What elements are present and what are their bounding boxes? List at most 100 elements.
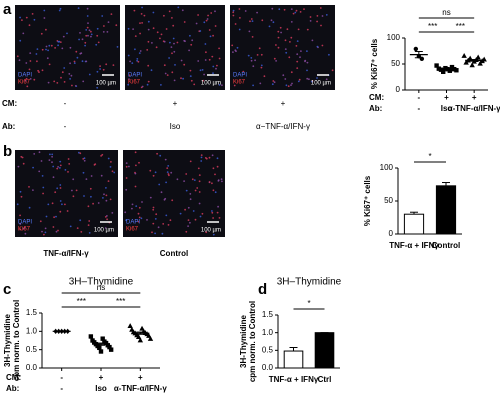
cell (141, 22, 144, 24)
cell (151, 42, 153, 44)
cell (112, 64, 115, 66)
data-point (461, 52, 467, 58)
row-label: Ab: (369, 104, 382, 113)
cell (143, 14, 146, 17)
cell (261, 19, 264, 22)
cell (208, 156, 211, 159)
cell (102, 197, 104, 199)
cell (78, 151, 80, 154)
cell (256, 54, 259, 56)
y-tick-label: 50 (391, 59, 400, 68)
cell (208, 58, 211, 61)
data-point (413, 46, 419, 52)
cell (220, 178, 223, 181)
cell (154, 171, 157, 174)
cell (19, 228, 22, 231)
cell (291, 82, 293, 85)
cell (140, 217, 143, 220)
cell (198, 174, 201, 177)
cell (250, 18, 253, 20)
cell (134, 151, 137, 154)
scale-label: 100 µm (201, 228, 221, 234)
cell (214, 25, 217, 27)
cell (273, 57, 276, 60)
significance-label: * (307, 299, 310, 308)
cell (319, 7, 322, 9)
cell (44, 231, 47, 234)
cell (20, 195, 23, 198)
cell (51, 202, 54, 205)
cell (73, 60, 76, 63)
cell (113, 171, 116, 174)
cell (55, 230, 58, 233)
cell (59, 184, 62, 186)
y-axis-label: cpm norm. to Control (248, 301, 257, 382)
cell (52, 226, 55, 228)
data-point (463, 59, 469, 65)
cell (146, 83, 149, 86)
cell (88, 73, 91, 76)
cell (19, 16, 21, 19)
cell (137, 220, 140, 223)
cell (110, 161, 112, 163)
cell (54, 47, 56, 49)
cell (183, 180, 186, 183)
cell (177, 6, 180, 9)
cell (18, 59, 21, 62)
cell (62, 35, 65, 38)
cell (176, 178, 179, 181)
cell (83, 157, 86, 160)
cell (90, 30, 92, 33)
cell (125, 165, 128, 168)
cell (280, 31, 282, 34)
cell (55, 215, 57, 218)
cell (127, 165, 130, 168)
cell (290, 8, 293, 11)
cell (238, 8, 241, 10)
cell (40, 32, 43, 35)
chart-title: 3H–Thymidine (277, 277, 342, 288)
cell (160, 84, 162, 86)
cell (152, 11, 155, 14)
row-label: Ab: (6, 384, 19, 393)
cell (185, 173, 188, 175)
cell (212, 65, 215, 68)
cell (97, 202, 100, 204)
cell (192, 210, 195, 212)
y-tick-label: 0 (396, 85, 401, 94)
cell (152, 222, 155, 225)
cell (43, 17, 46, 19)
cell (109, 166, 112, 168)
cell (75, 50, 78, 53)
cell (135, 164, 137, 167)
cell (251, 20, 254, 22)
cell (25, 77, 28, 80)
cell (316, 45, 319, 48)
cell (22, 162, 25, 165)
bar (283, 350, 304, 369)
data-point (137, 337, 144, 343)
data-point (108, 347, 114, 352)
cell (185, 230, 188, 233)
cell (289, 41, 291, 43)
cell (190, 79, 193, 82)
scale-label: 100 µm (201, 81, 221, 87)
cell (25, 16, 28, 19)
cell (252, 65, 255, 68)
cell (194, 189, 197, 192)
cell (159, 37, 161, 40)
x-tick-label: TNF-α + IFNγ (389, 241, 439, 250)
cell (100, 174, 103, 177)
cell (141, 6, 144, 9)
cell (47, 203, 50, 206)
cell (185, 189, 188, 192)
cell (40, 160, 43, 162)
cell (277, 46, 280, 49)
row-value: - (64, 122, 67, 131)
y-tick-label: 1.0 (26, 326, 38, 335)
cell (81, 38, 84, 41)
row-value: + (173, 99, 178, 108)
cell (320, 24, 322, 27)
y-tick-label: 50 (384, 196, 393, 205)
stain-label: Ki67 (18, 80, 31, 86)
